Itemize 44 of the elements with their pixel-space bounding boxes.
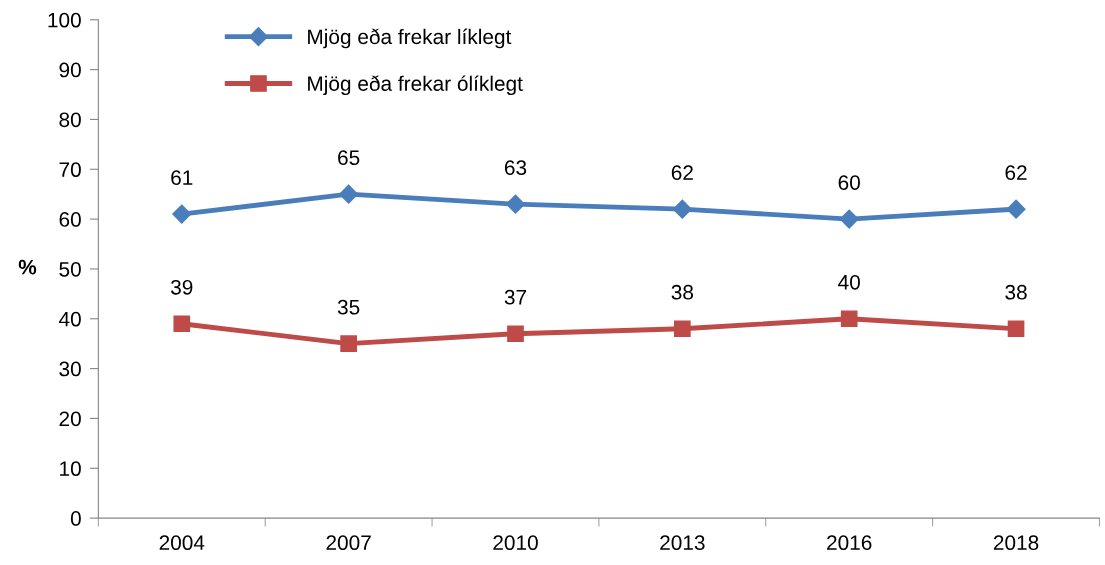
x-tick-label: 2016 [827,535,872,551]
y-tick-label: 90 [59,62,81,78]
data-label: 39 [170,279,193,295]
y-tick-label: 0 [70,511,81,526]
data-label: 37 [504,289,527,305]
y-axis-title: % [18,259,37,275]
point [172,204,192,224]
point [839,209,859,229]
point [505,194,526,214]
y-tick-label: 50 [59,261,81,277]
data-label: 62 [671,165,693,181]
y-tick-label: 70 [59,162,81,178]
y-tick-label: 20 [59,411,81,427]
data-label: 38 [671,284,694,300]
legend-label: Mjög eða frekar líklegt [308,28,512,49]
data-label: 65 [338,150,360,166]
point [674,320,691,338]
legend-label: Mjög eða frekar ólíklegt [308,75,523,96]
point [840,310,858,328]
y-tick-label: 40 [58,311,81,327]
x-tick-label: 2018 [993,535,1039,551]
point [1007,320,1025,338]
y-tick-label: 80 [59,112,81,128]
data-label: 40 [838,274,860,290]
y-tick-label: 10 [60,461,81,477]
x-tick-label: 2010 [493,535,538,551]
x-tick-label: 2004 [159,535,205,551]
x-tick-label: 2007 [326,535,371,551]
data-label: 38 [1005,284,1027,300]
point [173,315,191,333]
point [1006,199,1026,219]
point [507,325,524,343]
data-label: 35 [337,299,360,315]
data-label: 61 [171,170,193,186]
point [340,335,357,353]
y-tick-label: 30 [59,361,81,377]
y-tick-label: 100 [48,12,81,28]
y-tick-label: 60 [59,212,81,227]
point [672,199,692,219]
data-label: 62 [1005,165,1027,181]
x-tick-label: 2013 [660,535,705,551]
point [339,184,359,204]
data-label: 63 [504,160,527,176]
data-label: 60 [838,175,860,190]
